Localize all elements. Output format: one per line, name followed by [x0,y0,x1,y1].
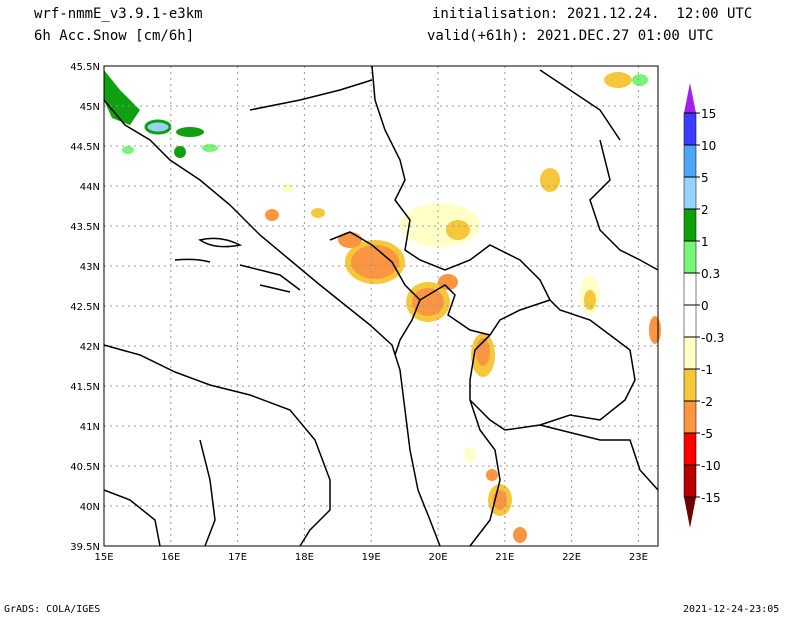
colorbar-segment [684,241,696,273]
lat-tick-label: 40.5N [70,462,100,473]
lat-tick-label: 40N [80,502,100,513]
colorbar-label: 15 [701,107,716,121]
colorbar-segment [684,369,696,401]
model-title: wrf-nmmE_v3.9.1-e3km [34,6,203,22]
lat-tick-label: 43.5N [70,222,100,233]
colorbar-segment [684,209,696,241]
colorbar-label: 5 [701,171,709,185]
init-time: initialisation: 2021.12.24. 12:00 UTC [432,6,753,22]
lon-tick-label: 23E [629,552,648,563]
footer-timestamp: 2021-12-24-23:05 [683,604,780,615]
colorbar-label: -15 [701,491,721,505]
lat-tick-label: 45.5N [70,62,100,73]
snow-positive [632,74,648,86]
snow-positive [104,70,140,125]
snow-positive [144,119,172,135]
snow-negative [351,245,399,279]
colorbar-label: 0.3 [701,267,720,281]
snow-negative [464,447,476,463]
colorbar-segment [684,337,696,369]
lat-tick-label: 44N [80,182,100,193]
snow-negative [604,72,632,88]
colorbar-top-arrow [684,83,696,113]
snow-negative [311,208,325,218]
colorbar-label: 1 [701,235,709,249]
snow-negative [446,220,470,240]
lat-tick-label: 39.5N [70,542,100,553]
snow-negative [412,288,444,316]
lat-tick-label: 42N [80,342,100,353]
lon-tick-label: 17E [228,552,247,563]
snow-field [104,70,661,543]
snow-negative [649,316,661,344]
colorbar-bottom-arrow [684,497,696,528]
lat-tick-label: 42.5N [70,302,100,313]
footer-grads: GrADS: COLA/IGES [4,604,101,615]
grid-lines [104,66,658,546]
lon-tick-label: 16E [161,552,180,563]
lat-tick-label: 43N [80,262,100,273]
colorbar-segment [684,177,696,209]
snow-negative [486,469,498,481]
snow-negative [584,290,596,310]
snow-positive [202,144,218,152]
snow-negative [540,168,560,192]
lon-tick-label: 21E [495,552,514,563]
lon-tick-label: 19E [362,552,381,563]
colorbar-label: 2 [701,203,709,217]
colorbar-segment [684,305,696,337]
colorbar-segment [684,465,696,497]
lat-tick-label: 44.5N [70,142,100,153]
snow-negative [282,183,294,193]
axis-ticks: 15E 16E 17E 18E 19E 20E 21E 22E 23E 45.5N 45N 44.5N… [70,62,648,563]
snow-negative [265,209,279,221]
lon-tick-label: 18E [295,552,314,563]
lat-tick-label: 41N [80,422,100,433]
coastlines-and-borders [103,65,659,547]
lon-tick-label: 22E [562,552,581,563]
lat-tick-label: 45N [80,102,100,113]
field-title: 6h Acc.Snow [cm/6h] [34,28,195,44]
snow-negative [338,232,362,248]
lon-tick-label: 20E [428,552,447,563]
snow-positive [176,127,204,137]
colorbar-segment [684,145,696,177]
snow-negative [513,527,527,543]
colorbar: 15 10 5 2 1 0.3 0 -0.3 -1 -2 -5 -10 -15 [683,83,724,528]
colorbar-label: -10 [701,459,721,473]
colorbar-segment [684,113,696,145]
colorbar-label: -5 [701,427,713,441]
colorbar-segment [684,433,696,465]
snow-positive [122,146,134,154]
colorbar-label: 0 [701,299,709,313]
colorbar-segment [684,401,696,433]
colorbar-label: -1 [701,363,713,377]
valid-time: valid(+61h): 2021.DEC.27 01:00 UTC [427,28,714,44]
colorbar-label: -2 [701,395,713,409]
lat-tick-label: 41.5N [70,382,100,393]
colorbar-label: -0.3 [701,331,724,345]
map-frame [103,65,659,547]
colorbar-label: 10 [701,139,716,153]
snow-positive [174,146,186,158]
lon-tick-label: 15E [94,552,113,563]
colorbar-segment [684,273,696,305]
